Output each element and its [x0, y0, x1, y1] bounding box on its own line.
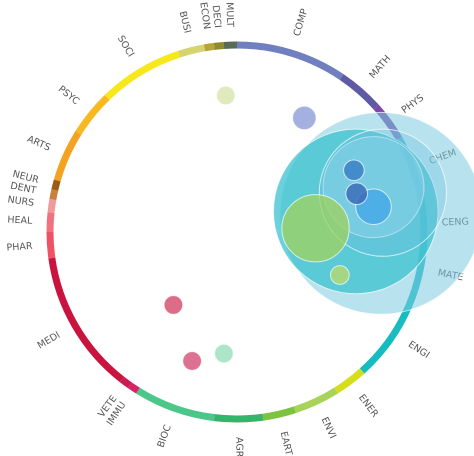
- category-label-heal: HEAL: [7, 214, 33, 226]
- bubble-comp-8[interactable]: [292, 105, 317, 131]
- bubble-envi-10[interactable]: [330, 265, 350, 285]
- bubble-medi-11[interactable]: [163, 295, 184, 315]
- ring-segment-soci: [104, 50, 181, 101]
- ring-segment-deci: [213, 41, 225, 50]
- category-label-phar: PHAR: [6, 241, 33, 254]
- category-label-deci: DECI: [210, 5, 223, 29]
- category-label-mult: MULT: [223, 2, 235, 28]
- ring-segment-psyc: [75, 94, 110, 135]
- bubble-comp-7[interactable]: [343, 159, 365, 182]
- ring-segment-comp: [236, 41, 344, 80]
- ring-segment-phar: [46, 231, 56, 259]
- ring-segment-dent: [49, 189, 59, 201]
- ring-segment-math: [339, 74, 379, 110]
- category-label-bioc: BIOC: [156, 423, 174, 449]
- bubble-engi-5[interactable]: [281, 194, 350, 263]
- category-label-math: MATH: [367, 53, 393, 81]
- category-label-dent: DENT: [9, 181, 37, 197]
- category-label-medi: MEDI: [36, 330, 63, 352]
- ring-segment-ener: [334, 368, 365, 394]
- category-label-soci: SOCI: [115, 34, 136, 59]
- ring-segment-busi: [178, 44, 206, 58]
- ring-segment-heal: [46, 212, 55, 233]
- category-label-econ: ECON: [197, 2, 212, 31]
- ring-segment-neur: [51, 179, 61, 191]
- category-label-comp: COMP: [292, 7, 311, 37]
- category-label-psyc: PSYC: [56, 84, 82, 108]
- bubble-math-6[interactable]: [345, 182, 369, 206]
- bubble-bioc-13[interactable]: [214, 343, 234, 364]
- category-label-phys: PHYS: [400, 93, 426, 116]
- ring-segment-agri: [213, 413, 264, 423]
- ring-segment-immu: [127, 382, 140, 394]
- bubble-busi-9[interactable]: [215, 85, 236, 106]
- category-label-engi: ENGI: [406, 339, 432, 361]
- ring-segment-medi: [48, 257, 125, 383]
- ring-segment-bioc: [136, 387, 215, 422]
- ring-segment-nurs: [47, 198, 57, 213]
- ring-segment-envi: [293, 387, 338, 414]
- ring-segment-econ: [203, 42, 215, 52]
- ring-segment-arts: [53, 131, 82, 182]
- category-label-arts: ARTS: [25, 134, 52, 154]
- category-label-agri: AGRI: [233, 437, 244, 456]
- category-label-eart: EART: [278, 431, 294, 456]
- category-label-busi: BUSI: [177, 10, 193, 34]
- category-label-envi: ENVI: [319, 415, 338, 440]
- ring-segment-eart: [262, 406, 296, 421]
- category-label-ener: ENER: [356, 392, 380, 419]
- ring-segment-vete: [119, 376, 132, 389]
- bubble-medi-12[interactable]: [182, 351, 202, 371]
- category-label-nurs: NURS: [7, 194, 35, 209]
